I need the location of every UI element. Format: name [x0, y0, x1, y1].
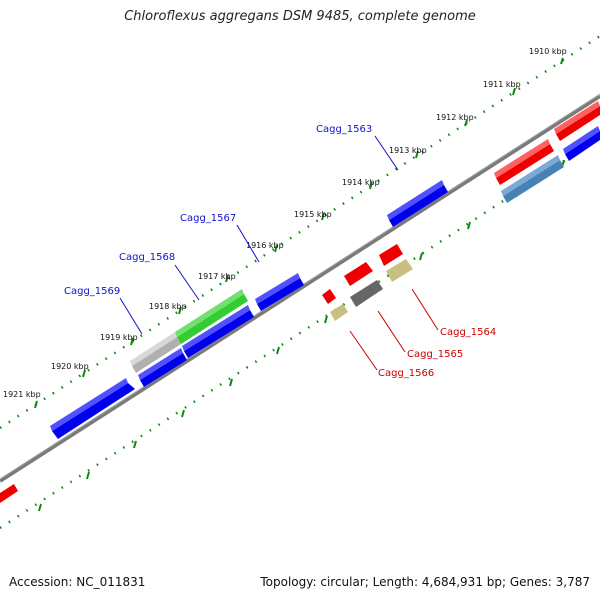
gene-label-cagg-1563[interactable]: Cagg_1563: [316, 124, 372, 135]
gene-reverse[interactable]: [344, 262, 373, 286]
genome-title: Chloroflexus aggregans DSM 9485, complet…: [124, 9, 476, 24]
gene-reverse[interactable]: [556, 106, 600, 141]
accession-label: Accession: NC_011831: [9, 575, 146, 589]
genome-summary: Topology: circular; Length: 4,684,931 bp…: [260, 575, 590, 589]
scale-label: 1920 kbp: [51, 362, 89, 371]
label-leaders: [119, 135, 439, 371]
gene-reverse[interactable]: [379, 244, 403, 266]
gene-misc[interactable]: [386, 259, 413, 282]
gene-reverse[interactable]: [496, 144, 554, 185]
gene-rna-top: [175, 289, 244, 337]
scale-label: 1921 kbp: [3, 390, 41, 399]
reverse-strand-genes: [0, 244, 413, 503]
gene-forward-top: [50, 378, 128, 431]
gene-reverse-top: [554, 101, 600, 134]
gene-label-cagg-1564[interactable]: Cagg_1564: [440, 327, 496, 338]
gene-rna[interactable]: [177, 294, 248, 344]
gene-label-cagg-1569[interactable]: Cagg_1569: [64, 286, 120, 297]
gene-labels: Cagg_1563 Cagg_1567 Cagg_1568 Cagg_1569 …: [64, 124, 496, 379]
gene-misc[interactable]: [330, 304, 348, 321]
scale-labels: 1910 kbp 1911 kbp 1912 kbp 1913 kbp 1914…: [3, 47, 567, 399]
gene-steel-top: [501, 155, 560, 196]
genome-backbone: [0, 94, 600, 483]
inner-tick-track: [0, 136, 600, 530]
gene-steel[interactable]: [503, 160, 564, 203]
scale-label: 1911 kbp: [483, 80, 521, 89]
gene-dark[interactable]: [350, 280, 383, 307]
outer-major-ticks: [34, 57, 564, 409]
gene-forward[interactable]: [389, 185, 448, 227]
gene-forward-top: [255, 273, 300, 304]
gene-reverse-top: [494, 139, 550, 178]
outer-tick-track: [0, 34, 600, 430]
scale-label: 1913 kbp: [389, 146, 427, 155]
scale-label: 1910 kbp: [529, 47, 567, 56]
scale-label: 1914 kbp: [342, 178, 380, 187]
gene-forward-top: [138, 348, 183, 380]
gene-label-cagg-1566[interactable]: Cagg_1566: [378, 368, 434, 379]
scale-label: 1912 kbp: [436, 113, 474, 122]
forward-strand-genes: [50, 101, 600, 439]
gene-forward[interactable]: [257, 278, 304, 311]
scale-label: 1915 kbp: [294, 210, 332, 219]
gene-label-cagg-1565[interactable]: Cagg_1565: [407, 349, 463, 360]
gene-forward[interactable]: [52, 383, 135, 439]
scale-label: 1919 kbp: [100, 333, 138, 342]
gene-forward[interactable]: [184, 310, 254, 358]
gene-reverse[interactable]: [322, 289, 336, 304]
gene-pseudo-top: [130, 332, 177, 366]
gene-label-cagg-1568[interactable]: Cagg_1568: [119, 252, 175, 263]
gene-reverse[interactable]: [0, 484, 18, 503]
scale-label: 1918 kbp: [149, 302, 187, 311]
gene-forward-top: [387, 180, 444, 220]
gene-forward[interactable]: [140, 353, 187, 387]
gene-forward[interactable]: [565, 131, 600, 161]
scale-label: 1917 kbp: [198, 272, 236, 281]
gene-pseudo[interactable]: [132, 337, 181, 373]
gene-forward-top: [563, 126, 600, 154]
gene-forward-top: [182, 305, 250, 351]
gene-label-cagg-1567[interactable]: Cagg_1567: [180, 213, 236, 224]
scale-label: 1916 kbp: [246, 241, 284, 250]
